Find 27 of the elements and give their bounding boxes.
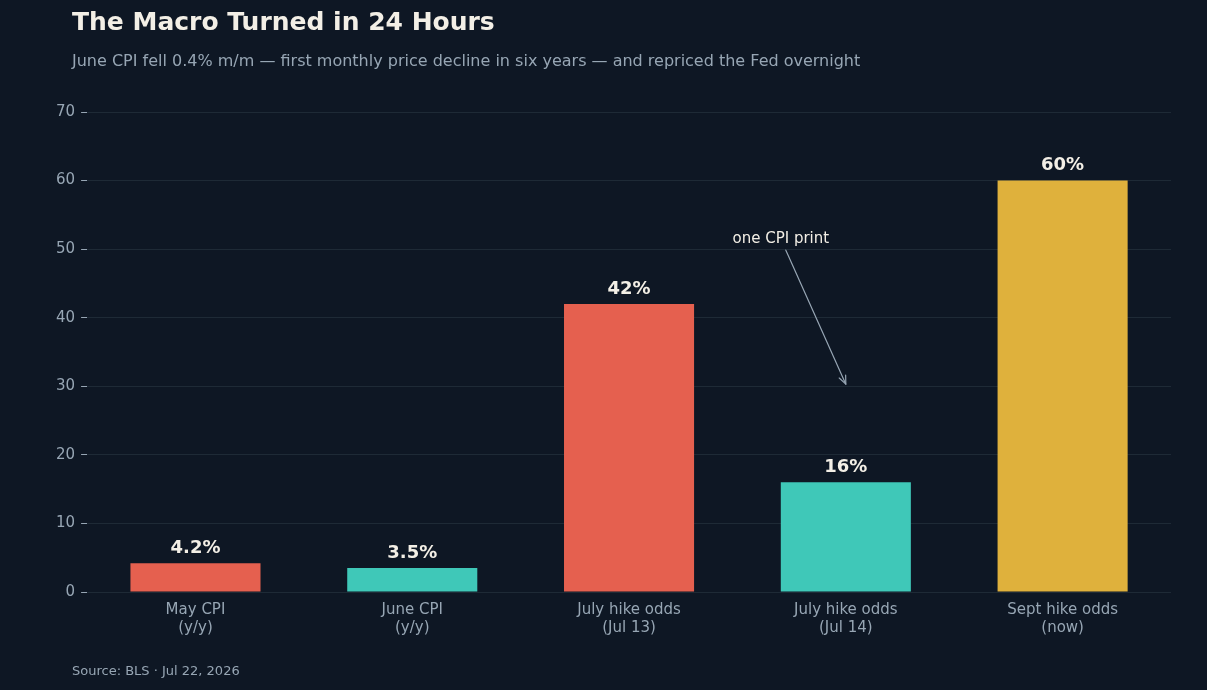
chart-subtitle: June CPI fell 0.4% m/m — first monthly price decline in six years — and repriced the Fed overnight: [72, 51, 861, 70]
annotation: one CPI print: [732, 228, 830, 247]
bar: [130, 563, 261, 592]
data-label: 3.5%: [387, 540, 438, 562]
x-tick-label: May CPI (y/y): [165, 599, 226, 636]
y-tick-label: 40: [55, 307, 76, 326]
data-label: 4.2%: [170, 535, 221, 557]
y-tick-label: 10: [55, 513, 76, 532]
y-tick-label: 50: [55, 239, 76, 258]
bar: [347, 568, 478, 592]
x-tick-label: Sept hike odds (now): [1007, 599, 1119, 636]
chart-title: The Macro Turned in 24 Hours: [72, 7, 495, 36]
y-tick-label: 60: [55, 170, 76, 189]
data-label: 42%: [607, 276, 651, 298]
x-tick-label: July hike odds (Jul 13): [576, 599, 682, 636]
y-tick-label: 20: [55, 444, 76, 463]
bar: [780, 482, 911, 592]
y-tick-label: 0: [65, 581, 76, 600]
y-tick-label: 30: [55, 376, 76, 395]
y-tick-label: 70: [55, 101, 76, 120]
source-note: Source: BLS · Jul 22, 2026: [72, 663, 240, 678]
x-tick-label: June CPI (y/y): [380, 599, 443, 636]
x-tick-label: July hike odds (Jul 14): [793, 599, 898, 636]
data-label: 16%: [824, 454, 868, 476]
bar: [564, 304, 695, 592]
data-label: 60%: [1041, 153, 1085, 175]
bar: [997, 180, 1128, 592]
